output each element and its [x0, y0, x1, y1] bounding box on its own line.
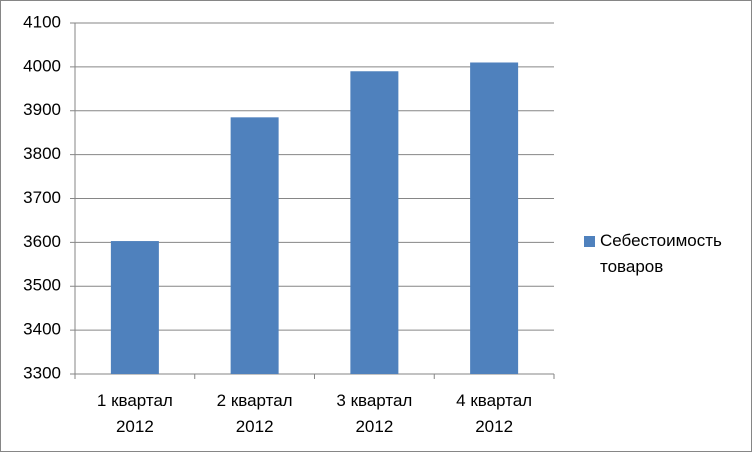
bar: [230, 117, 279, 375]
bar: [470, 62, 519, 375]
y-tick-label: 3800: [23, 144, 61, 163]
x-tick-label: 1 квартал 2012: [96, 391, 173, 436]
legend-label: Себестоимость товаров: [600, 231, 722, 276]
y-tick-label: 3400: [23, 320, 61, 339]
y-tick-label: 3700: [23, 188, 61, 207]
bar: [110, 241, 159, 374]
y-tick-label: 3500: [23, 276, 61, 295]
y-tick-label: 4000: [23, 56, 61, 75]
y-tick-label: 3300: [23, 363, 61, 382]
legend-swatch: [584, 236, 595, 247]
x-tick-label: 4 квартал 2012: [456, 391, 533, 436]
y-tick-label: 4100: [23, 12, 61, 31]
x-tick-label: 3 квартал 2012: [336, 391, 413, 436]
y-tick-label: 3600: [23, 232, 61, 251]
bar: [350, 71, 399, 374]
y-tick-label: 3900: [23, 100, 61, 119]
x-tick-label: 2 квартал 2012: [216, 391, 293, 436]
